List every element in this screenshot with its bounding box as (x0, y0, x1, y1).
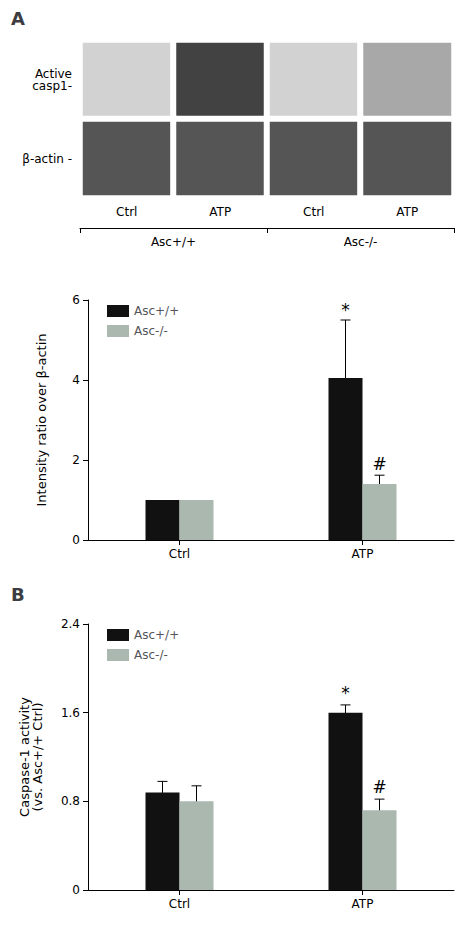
svg-text:6: 6 (72, 293, 80, 307)
svg-text:ATP: ATP (352, 547, 374, 561)
svg-text:2.4: 2.4 (61, 617, 80, 631)
svg-text:Active: Active (34, 66, 72, 81)
svg-text:*: * (341, 683, 350, 703)
svg-text:ATP: ATP (352, 897, 374, 911)
svg-text:2: 2 (72, 453, 80, 467)
svg-text:Ctrl: Ctrl (169, 547, 190, 561)
svg-text:Asc-/-: Asc-/- (134, 324, 168, 338)
svg-text:ATP: ATP (209, 205, 231, 219)
svg-text:1.6: 1.6 (61, 706, 80, 720)
svg-text:0.8: 0.8 (61, 794, 80, 808)
svg-text:Asc+/+: Asc+/+ (134, 628, 179, 642)
svg-text:#: # (372, 454, 386, 474)
svg-text:ATP: ATP (396, 205, 418, 219)
svg-text:*: * (341, 300, 350, 320)
svg-text:Asc+/+: Asc+/+ (151, 235, 196, 249)
svg-text:Ctrl: Ctrl (169, 897, 190, 911)
svg-text:casp1-: casp1- (32, 79, 72, 93)
svg-text:B: B (11, 584, 25, 605)
svg-text:0: 0 (72, 533, 80, 547)
svg-text:Asc-/-: Asc-/- (134, 648, 168, 662)
svg-text:0: 0 (72, 883, 80, 897)
svg-text:β-actin -: β-actin - (22, 152, 72, 166)
svg-text:Intensity ratio over β-actin: Intensity ratio over β-actin (34, 334, 49, 507)
svg-text:#: # (372, 777, 386, 797)
svg-text:Ctrl: Ctrl (116, 205, 137, 219)
svg-text:4: 4 (72, 373, 80, 387)
svg-text:(vs. Asc+/+ Ctrl): (vs. Asc+/+ Ctrl) (30, 702, 45, 811)
svg-text:Asc-/-: Asc-/- (344, 235, 378, 249)
svg-text:Caspase-1 activity: Caspase-1 activity (17, 697, 32, 817)
svg-text:Ctrl: Ctrl (303, 205, 324, 219)
svg-text:Asc+/+: Asc+/+ (134, 304, 179, 318)
svg-text:A: A (11, 8, 25, 29)
